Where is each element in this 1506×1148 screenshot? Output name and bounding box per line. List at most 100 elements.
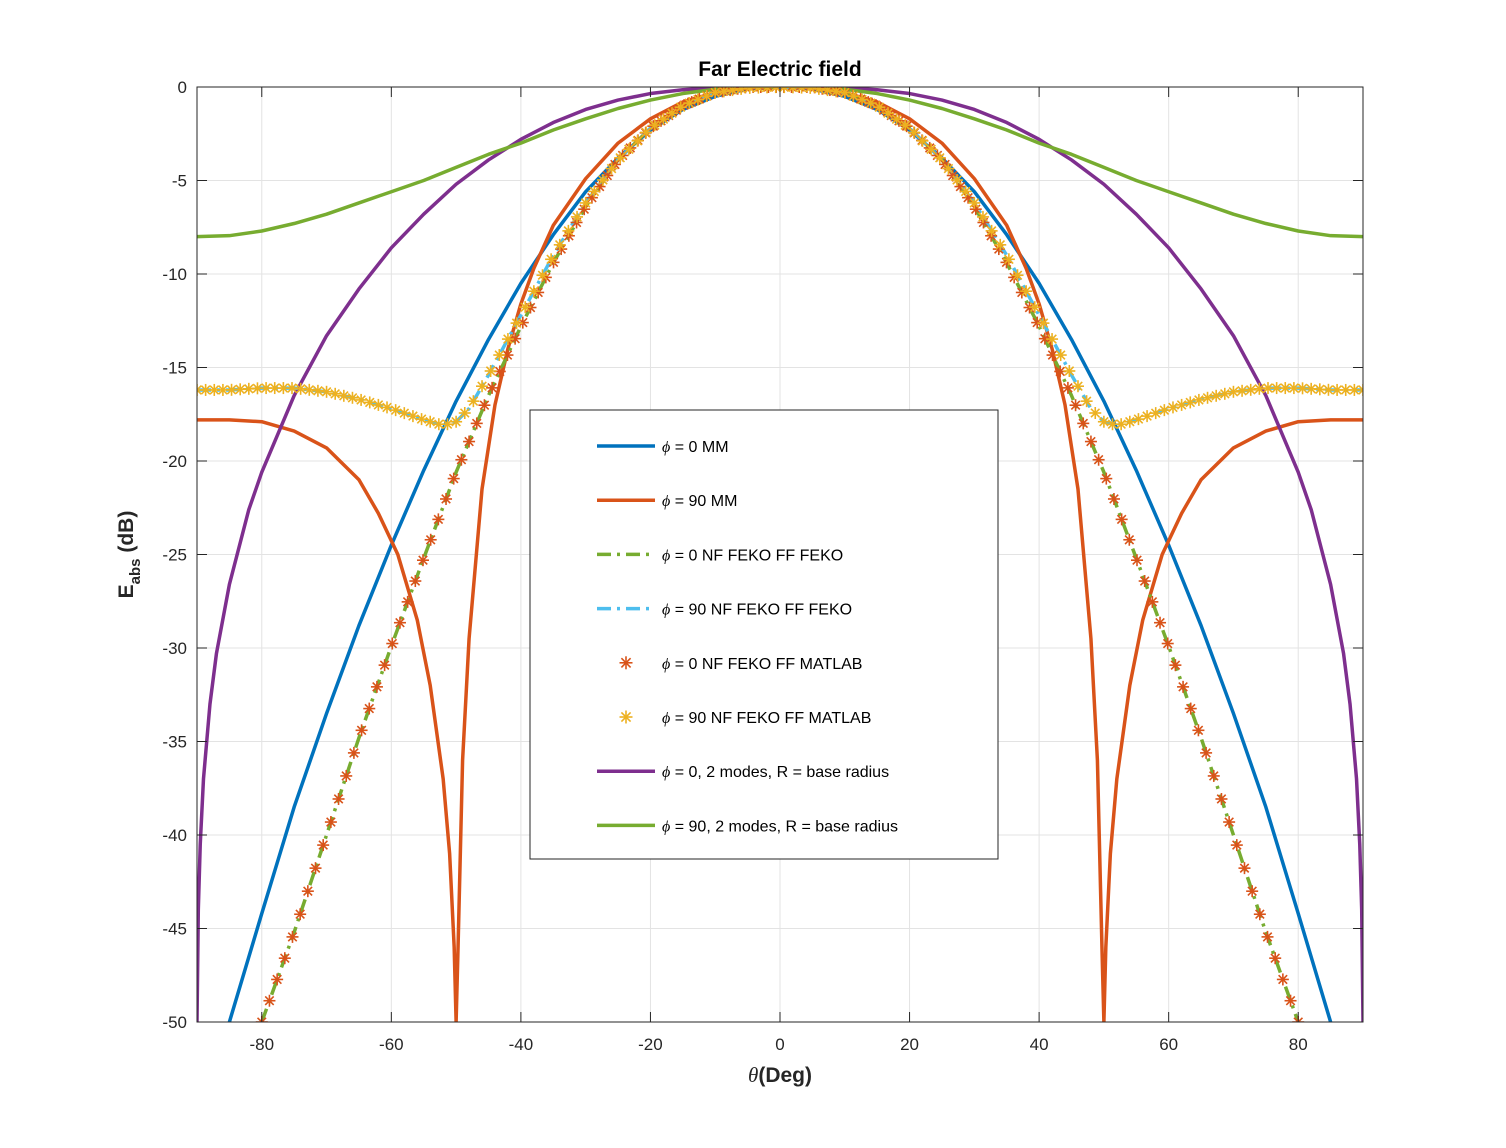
- series-5-marker: [1154, 616, 1167, 629]
- legend-label-symbol: ϕ: [662, 547, 670, 564]
- legend-label-text: = 0 NF FEKO FF MATLAB: [670, 656, 862, 673]
- legend-label-symbol: ϕ: [662, 710, 670, 727]
- y-axis-label: Eabs (dB): [115, 511, 144, 599]
- series-6-marker: [1218, 387, 1231, 400]
- series-6: [197, 87, 1363, 431]
- series-6-marker: [1132, 413, 1145, 426]
- series-5-marker: [1069, 399, 1082, 412]
- series-6-marker: [1115, 418, 1128, 431]
- series-6-marker: [493, 349, 506, 362]
- series-6-marker: [1236, 384, 1249, 397]
- series-6-marker: [355, 393, 368, 406]
- series-5-marker: [1200, 746, 1213, 759]
- series-6-marker: [381, 401, 394, 414]
- series-5-marker: [463, 435, 476, 448]
- series-6-marker: [1201, 391, 1214, 404]
- legend-item: ϕ = 0 MM: [597, 439, 729, 456]
- series-6-marker: [476, 380, 489, 393]
- series-5-marker: [294, 908, 307, 921]
- series-6-marker: [622, 143, 635, 156]
- legend-label: ϕ = 0 MM: [662, 439, 729, 456]
- x-tick-label: 20: [900, 1035, 919, 1054]
- series-6-marker: [510, 317, 523, 330]
- x-tick-label: 80: [1289, 1035, 1308, 1054]
- series-5-marker: [317, 839, 330, 852]
- series-5-marker: [1238, 862, 1251, 875]
- series-6-marker: [666, 107, 679, 120]
- plot-series: [197, 87, 1363, 1022]
- x-axis-label-text: (Deg): [758, 1064, 812, 1087]
- series-6-marker: [294, 382, 307, 395]
- series-5-marker: [332, 792, 345, 805]
- series-5-marker: [478, 399, 491, 412]
- series-6-marker: [467, 395, 480, 408]
- series-6-marker: [916, 134, 929, 147]
- series-5-marker: [1177, 680, 1190, 693]
- series-5-marker: [1138, 575, 1151, 588]
- series-6-marker: [571, 210, 584, 223]
- series-6-marker: [812, 87, 825, 95]
- series-5-marker: [263, 994, 276, 1007]
- legend: ϕ = 0 MM ϕ = 90 MM ϕ = 0 NF FEKO FF FEKO ϕ …: [529, 409, 999, 860]
- x-tick-label: 0: [775, 1035, 784, 1054]
- y-tick-label: -50: [162, 1013, 187, 1032]
- series-5-marker: [271, 973, 284, 986]
- series-6-marker: [320, 385, 333, 398]
- series-5-marker: [1008, 271, 1021, 284]
- series-7: [197, 87, 1363, 1022]
- legend-label-text: = 0, 2 modes, R = base radius: [670, 764, 889, 781]
- legend-box: [529, 409, 999, 860]
- series-5-marker: [1284, 994, 1297, 1007]
- series-6-marker: [579, 196, 592, 209]
- series-5-marker: [447, 472, 460, 485]
- legend-label-text: = 90 NF FEKO FF FEKO: [670, 602, 852, 619]
- series-6-marker: [976, 210, 989, 223]
- series-6-marker: [311, 384, 324, 397]
- series-5-marker: [1107, 492, 1120, 505]
- series-6-marker: [1244, 383, 1257, 396]
- series-5-marker: [409, 575, 422, 588]
- series-6-marker: [726, 87, 739, 97]
- series-6-marker: [588, 185, 601, 198]
- series-6-marker: [994, 238, 1007, 251]
- series-6-marker: [1071, 380, 1084, 393]
- series-6-marker: [406, 410, 419, 423]
- series-5-marker: [1261, 930, 1274, 943]
- x-tick-label: -80: [249, 1035, 274, 1054]
- series-2-line: [197, 87, 1363, 1022]
- legend-label: ϕ = 90 MM: [662, 493, 737, 510]
- legend-label-symbol: ϕ: [662, 818, 670, 835]
- series-6-marker: [890, 113, 903, 126]
- series-6-marker: [942, 162, 955, 175]
- series-6-marker: [415, 413, 428, 426]
- series-6-marker: [1149, 407, 1162, 420]
- series-6-marker: [925, 143, 938, 156]
- legend-item: ϕ = 90 NF FEKO FF FEKO: [597, 602, 852, 619]
- legend-item: ϕ = 0 NF FEKO FF FEKO: [597, 547, 843, 564]
- y-tick-label: -25: [162, 546, 187, 565]
- series-6-marker: [959, 185, 972, 198]
- series-6-marker: [864, 97, 877, 110]
- series-5-marker: [424, 533, 437, 546]
- series-6-marker: [562, 224, 575, 237]
- series-6-marker: [1357, 383, 1363, 396]
- series-5-marker: [286, 930, 299, 943]
- series-6-marker: [985, 224, 998, 237]
- series-3: [260, 87, 1300, 1022]
- legend-label-symbol: ϕ: [662, 439, 670, 456]
- series-6-marker: [545, 253, 558, 266]
- series-5-marker: [340, 769, 353, 782]
- series-6-marker: [519, 301, 532, 314]
- series-5-marker: [1077, 417, 1090, 430]
- series-6-marker: [458, 407, 471, 420]
- legend-marker: [619, 656, 633, 670]
- series-6-marker: [1046, 333, 1059, 346]
- series-6-marker: [363, 396, 376, 409]
- series-6-marker: [329, 387, 342, 400]
- y-tick-label: -20: [162, 452, 187, 471]
- series-6-marker: [674, 101, 687, 114]
- series-2: [197, 87, 1363, 1022]
- series-5-marker: [301, 885, 314, 898]
- series-6-marker: [1166, 401, 1179, 414]
